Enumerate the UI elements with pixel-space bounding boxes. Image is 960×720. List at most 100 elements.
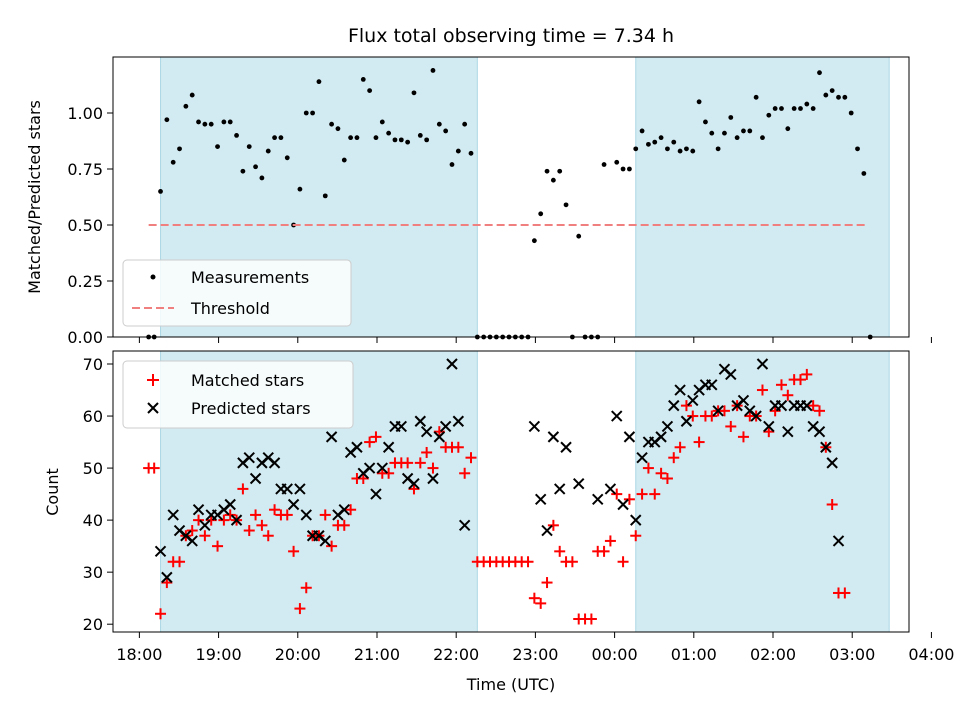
measurements-point — [817, 70, 822, 76]
matched-stars-point — [357, 472, 369, 484]
bottom-x-tick-label: 22:00 — [433, 645, 479, 664]
measurements-point — [753, 94, 759, 100]
predicted-stars-point — [243, 451, 255, 464]
bottom-x-tick-label: 18:00 — [116, 645, 162, 664]
measurements-point — [766, 112, 772, 118]
matched-stars-point — [433, 426, 445, 438]
predicted-stars-point — [661, 420, 674, 433]
measurements-point — [557, 168, 563, 174]
measurements-point — [627, 166, 632, 172]
measurements-point — [836, 94, 841, 100]
measurements-point — [189, 92, 195, 98]
predicted-stars-point — [287, 498, 300, 511]
measurements-point — [728, 115, 734, 120]
measurements-point — [639, 128, 645, 134]
matched-stars-point — [300, 582, 312, 594]
measurements-point — [798, 106, 803, 111]
matched-stars-point — [585, 613, 597, 625]
predicted-stars-point — [592, 493, 604, 506]
matched-stars-point — [541, 577, 553, 589]
bottom-x-tick-label: 03:00 — [829, 645, 875, 664]
top-legend-box — [122, 259, 352, 327]
legend-label-threshold: Threshold — [190, 299, 270, 318]
predicted-stars-point — [655, 431, 667, 443]
predicted-stars-point — [420, 425, 433, 438]
measurements-point — [652, 139, 658, 145]
predicted-stars-point — [604, 483, 617, 495]
measurements-point — [760, 135, 765, 141]
matched-stars-point — [269, 504, 281, 516]
matched-stars-point — [452, 441, 464, 453]
matched-stars-point — [402, 457, 414, 469]
predicted-stars-point — [294, 483, 306, 495]
measurements-point — [360, 77, 366, 82]
measurements-point — [823, 92, 829, 98]
predicted-stars-point — [547, 431, 560, 443]
predicted-stars-point — [801, 399, 813, 412]
predicted-stars-point — [820, 441, 832, 453]
predicted-stars-point — [737, 394, 750, 407]
top-y-axis-label: Matched/Predicted stars — [25, 100, 44, 294]
predicted-stars-point — [668, 399, 680, 412]
top-y-tick-label: 0.50 — [67, 216, 103, 235]
measurements-point — [544, 168, 550, 174]
matched-stars-point — [668, 452, 680, 464]
bottom-panel: 20 30 40 50 60 70 18:00 19:00 20:00 21:00 22:00 23… — [43, 350, 954, 694]
measurements-point — [170, 159, 176, 165]
predicted-stars-point — [319, 535, 331, 547]
measurements-point — [158, 189, 163, 194]
measurements-point — [722, 130, 727, 136]
matched-stars-point — [224, 509, 236, 521]
measurements-point — [677, 148, 683, 154]
matched-stars-point — [661, 472, 673, 484]
predicted-stars-point — [826, 457, 838, 469]
predicted-stars-point — [351, 441, 363, 453]
measurements-point — [335, 126, 341, 132]
measurements-point — [208, 121, 214, 127]
bottom-y-axis-label: Count — [43, 468, 62, 516]
predicted-stars-point — [554, 483, 566, 495]
measurements-point — [373, 135, 379, 141]
matched-stars-point — [617, 556, 629, 568]
predicted-stars-point — [427, 472, 439, 485]
measurements-point — [646, 141, 651, 147]
measurements-point — [772, 106, 778, 111]
matched-stars-point — [763, 426, 775, 438]
bottom-legend-box — [122, 360, 354, 429]
measurements-point — [348, 135, 354, 141]
matched-stars-point — [636, 488, 648, 500]
matched-stars-point — [364, 436, 376, 448]
measurements-point — [354, 135, 360, 141]
predicted-stars-point — [617, 498, 629, 511]
top-legend: Measurements Threshold — [122, 259, 352, 327]
predicted-stars-point — [623, 431, 636, 443]
predicted-stars-point — [408, 477, 420, 490]
measurements-point — [424, 137, 430, 143]
measurements-point — [386, 130, 392, 136]
measurements-point — [202, 121, 208, 127]
matched-stars-point — [205, 514, 217, 526]
legend-label-measurements: Measurements — [191, 268, 309, 287]
predicted-stars-point — [167, 509, 179, 521]
measurements-point — [829, 88, 835, 93]
bottom-x-tick-label: 20:00 — [275, 645, 321, 664]
bottom-x-tick-label: 04:00 — [908, 645, 954, 664]
measurements-point — [379, 119, 385, 125]
measurements-point — [436, 121, 442, 127]
predicted-stars-point — [161, 571, 173, 584]
measurements-point — [196, 119, 201, 125]
top-y-tick-label: 0.25 — [67, 272, 103, 291]
matched-stars-point — [687, 410, 699, 422]
matched-stars-point — [459, 467, 471, 479]
predicted-stars-point — [630, 514, 642, 526]
matched-stars-point — [794, 374, 806, 386]
measurements-point — [430, 68, 436, 73]
matched-stars-point — [294, 603, 306, 615]
matched-stars-point — [642, 462, 654, 474]
measurements-point — [715, 146, 721, 152]
measurements-point — [284, 155, 290, 161]
legend-marker-matched — [147, 374, 159, 386]
bottom-x-tick-label: 21:00 — [354, 645, 400, 664]
bottom-axes-frame — [112, 350, 910, 633]
predicted-stars-point — [458, 519, 471, 532]
